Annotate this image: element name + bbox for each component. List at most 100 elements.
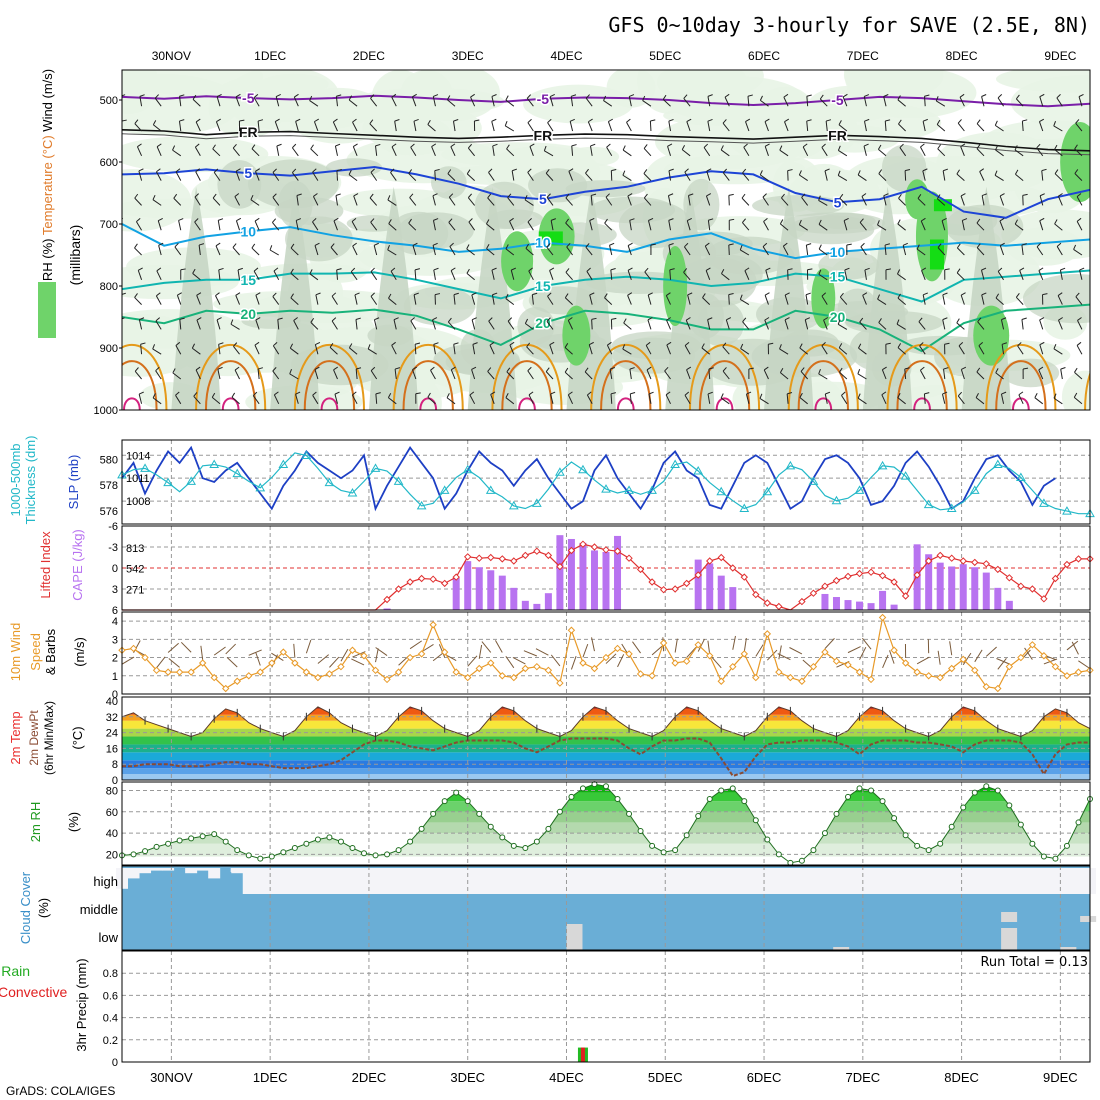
wind-barb-feather: [433, 267, 439, 271]
wind-barb: [549, 344, 554, 355]
wind10-barb: [167, 642, 179, 653]
wind-barb-feather: [353, 143, 358, 147]
precip-tick-label: 0.6: [103, 990, 118, 1002]
cape-bar: [844, 600, 852, 610]
wind-barb: [448, 222, 456, 231]
wind-barb-feather: [924, 392, 930, 395]
wind-barb: [643, 173, 652, 181]
wind-barb-feather: [818, 269, 822, 275]
wind-barb-feather: [331, 317, 337, 322]
wind-barb: [604, 222, 613, 231]
wind-barb-feather: [839, 193, 844, 199]
cloud-gap-high: [496, 868, 509, 894]
wind-barb-feather: [296, 193, 302, 196]
wind10-barb: [632, 641, 641, 654]
wind-barb-feather: [235, 292, 241, 296]
wind-barb: [546, 321, 554, 330]
wind-barb-feather: [684, 168, 689, 173]
wind-barb-feather: [764, 317, 770, 321]
wind-barb: [193, 395, 201, 405]
wind-barb-feather: [212, 144, 216, 150]
wind-barb: [722, 346, 730, 355]
wind-barb: [1039, 344, 1044, 355]
wind-barb-feather: [896, 319, 900, 325]
wind-barb: [329, 347, 338, 355]
wind-barb: [564, 371, 573, 380]
li-marker: [971, 558, 979, 567]
wind-barb-feather: [981, 292, 987, 296]
wind-barb-feather: [333, 217, 339, 222]
wind-barb: [685, 319, 691, 330]
wind-barb-feather: [232, 243, 237, 248]
wind-barb: [883, 96, 887, 107]
wind10-barb: [707, 640, 711, 655]
wind-barb-feather: [784, 118, 790, 123]
wind10-marker: [844, 661, 852, 669]
wind-barb: [289, 373, 299, 380]
wind-barb-feather: [546, 317, 551, 322]
cloud-ylabel-part: Cloud Cover: [18, 871, 33, 944]
li-marker: [636, 565, 645, 574]
rh2m-marker: [499, 834, 506, 841]
wind-barb-feather: [172, 368, 176, 374]
wind-barb-feather: [217, 366, 223, 370]
wind-barb: [824, 170, 828, 181]
warm-arch: [985, 343, 1057, 410]
contour-label: -5: [831, 92, 844, 108]
wind-barb-feather: [841, 391, 846, 396]
wind-barb: [706, 170, 711, 181]
warm-arch: [221, 397, 240, 410]
wind-barb: [764, 121, 769, 132]
wind-barb-feather: [611, 169, 617, 172]
rh2m-marker: [960, 804, 967, 811]
chart-title: GFS 0~10day 3-hourly for SAVE (2.5E, 8N): [608, 13, 1090, 37]
wind-barb-feather: [642, 95, 646, 101]
wind-barb: [335, 96, 338, 107]
wind-barb: [859, 222, 867, 231]
wind-barb-feather: [447, 317, 452, 323]
wind-barb-feather: [687, 292, 693, 296]
rh-blob-light: [675, 70, 749, 114]
wind-barb-feather: [466, 169, 471, 175]
wind-barb: [290, 347, 299, 355]
thickness-ylabel: Thickness (dm): [23, 436, 38, 525]
wind-barb: [924, 96, 926, 107]
rh-band: [122, 822, 1090, 834]
wind-barb: [980, 269, 985, 280]
wind-barb: [528, 270, 534, 281]
li-marker: [521, 551, 530, 560]
wind-barb-feather: [254, 217, 260, 222]
cloud-gap-high: [772, 868, 785, 894]
wind10-barb: [293, 643, 296, 658]
wind-barb-feather: [648, 218, 654, 221]
thickness-marker: [462, 464, 473, 474]
wind-barb: [937, 148, 946, 157]
wind10-barb: [329, 656, 340, 668]
wind-barb-feather: [269, 245, 273, 251]
wind-barb: [369, 123, 378, 132]
temp-contour-fr-pair: [122, 133, 1090, 156]
wind10-marker: [971, 666, 979, 675]
cloud-gap-high: [899, 868, 912, 894]
thickness-marker: [808, 476, 819, 485]
li-marker: [706, 557, 714, 565]
wind-barb-feather: [432, 193, 438, 197]
wind-barb-feather: [722, 168, 728, 173]
wind-barb-feather: [920, 143, 925, 148]
cape-bar: [706, 563, 714, 610]
wind-barb-feather: [787, 392, 793, 395]
rh-blob-mid: [818, 250, 880, 280]
cloud-gap-high: [1003, 868, 1016, 894]
wind-barb-feather: [805, 317, 811, 321]
wind10-marker: [613, 644, 622, 653]
wind-barb-feather: [134, 293, 138, 298]
wind-barb-feather: [253, 93, 259, 98]
wind-barb: [728, 294, 730, 305]
wind-barb-feather: [975, 392, 979, 398]
warm-arch: [204, 360, 257, 410]
wind-barb: [194, 146, 201, 157]
wind-barb-feather: [350, 267, 356, 273]
wind-barb: [642, 100, 652, 107]
wind-barb: [370, 98, 378, 107]
wind-barb-feather: [722, 342, 727, 347]
